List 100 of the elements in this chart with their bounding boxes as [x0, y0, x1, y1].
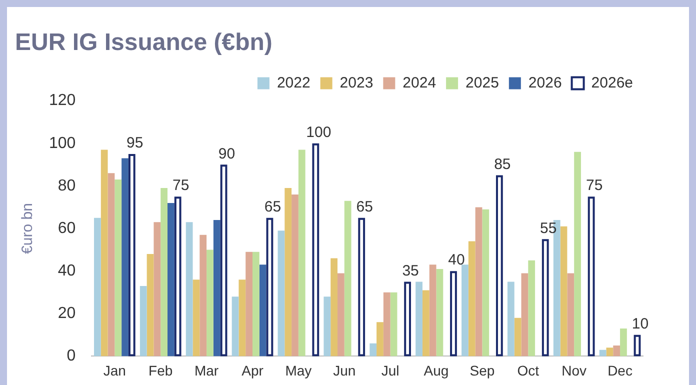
bar [383, 292, 390, 356]
bar [422, 290, 430, 356]
bar [606, 348, 614, 356]
bar [634, 334, 641, 356]
bar [154, 222, 161, 356]
data-label: 85 [494, 156, 511, 173]
bar [436, 268, 444, 356]
bar [528, 260, 536, 356]
bar [370, 343, 377, 356]
y-tick-label: 40 [58, 262, 76, 280]
legend-label: 2026e [591, 74, 634, 92]
legend-label: 2025 [466, 74, 499, 92]
bar [246, 252, 252, 356]
bar [450, 271, 457, 356]
bar [620, 328, 627, 356]
bar [160, 188, 168, 356]
data-label: 65 [356, 198, 373, 216]
bar [542, 239, 549, 356]
bar [344, 200, 352, 356]
bar [567, 273, 574, 356]
bar [337, 273, 344, 356]
bar [284, 188, 292, 356]
y-tick-label: 80 [58, 177, 76, 194]
data-label: 75 [586, 177, 603, 194]
data-label: 65 [264, 198, 282, 216]
bar [186, 222, 193, 356]
bar [292, 194, 298, 356]
bar [122, 158, 128, 356]
bar [278, 230, 285, 356]
x-tick-label: Sep [470, 362, 495, 378]
bar [330, 258, 338, 356]
bar [108, 173, 115, 356]
bar [232, 296, 239, 356]
bar [588, 196, 595, 356]
x-tick-label: Mar [194, 362, 219, 378]
data-label: 75 [172, 177, 190, 194]
y-axis-title: €uro bn [19, 203, 36, 254]
bar [507, 282, 514, 356]
y-tick-label: 60 [58, 220, 76, 237]
bar [416, 282, 422, 356]
y-tick-label: 0 [66, 348, 76, 365]
bar [298, 150, 306, 356]
bar [259, 264, 266, 356]
bar [140, 286, 147, 356]
bar [475, 207, 482, 356]
bar [324, 296, 331, 356]
legend-label: 2022 [276, 74, 310, 92]
data-label: 95 [126, 134, 144, 152]
bar [192, 280, 200, 356]
bar [146, 254, 154, 356]
x-tick-label: Nov [562, 362, 587, 378]
bar [94, 218, 101, 356]
bar [128, 154, 136, 356]
bar [266, 218, 274, 356]
bar [462, 264, 468, 356]
bar [200, 234, 207, 356]
bar [168, 202, 174, 356]
bar [613, 346, 620, 356]
bar [468, 241, 476, 356]
x-tick-label: Apr [242, 362, 264, 378]
bar [213, 220, 220, 356]
x-tick-label: Oct [517, 362, 540, 378]
x-tick-label: Jan [103, 362, 126, 378]
y-tick-label: 20 [58, 305, 76, 322]
bar [206, 250, 214, 356]
bar [429, 264, 436, 356]
bar [252, 252, 260, 356]
bar [496, 175, 503, 356]
bar [220, 164, 228, 356]
bar [574, 152, 581, 356]
bar [376, 322, 384, 356]
legend-label: 2024 [402, 74, 436, 92]
x-tick-label: Jun [333, 362, 356, 378]
x-tick-label: May [285, 362, 312, 378]
chart-title: EUR IG Issuance (€bn) [15, 29, 272, 56]
bar [100, 150, 108, 356]
bar [521, 273, 528, 356]
data-label: 90 [218, 145, 236, 162]
bar [482, 209, 490, 356]
x-tick-label: Aug [424, 362, 449, 378]
legend-label: 2026 [528, 74, 562, 92]
x-tick-label: Feb [148, 362, 173, 378]
bar [114, 180, 122, 356]
y-tick-label: 120 [48, 92, 76, 110]
bar [560, 226, 568, 356]
bar [514, 318, 522, 356]
x-tick-label: Dec [608, 362, 632, 378]
bar [390, 292, 398, 356]
data-label: 100 [306, 124, 332, 142]
bar [312, 143, 320, 356]
bar [404, 282, 411, 356]
x-tick-label: Jul [381, 362, 400, 378]
bar [174, 196, 182, 356]
y-tick-label: 100 [48, 134, 76, 152]
data-label: 55 [540, 220, 557, 237]
data-label: 35 [402, 262, 419, 280]
data-label: 10 [632, 316, 649, 333]
bar [238, 280, 246, 356]
bar [358, 218, 366, 356]
legend-label: 2023 [340, 74, 374, 92]
